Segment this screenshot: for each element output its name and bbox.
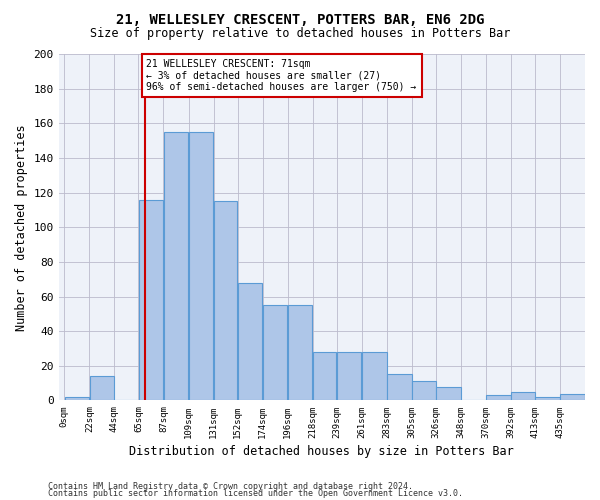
Text: Size of property relative to detached houses in Potters Bar: Size of property relative to detached ho…: [90, 28, 510, 40]
Bar: [189, 132, 214, 400]
Bar: [164, 132, 188, 400]
Bar: [214, 201, 237, 400]
X-axis label: Distribution of detached houses by size in Potters Bar: Distribution of detached houses by size …: [130, 444, 514, 458]
Bar: [288, 305, 313, 400]
Bar: [362, 352, 386, 401]
Bar: [511, 392, 535, 400]
Text: Contains HM Land Registry data © Crown copyright and database right 2024.: Contains HM Land Registry data © Crown c…: [48, 482, 413, 491]
Bar: [486, 395, 511, 400]
Bar: [238, 282, 262, 401]
Bar: [412, 382, 436, 400]
Bar: [560, 394, 585, 400]
Bar: [535, 397, 560, 400]
Bar: [337, 352, 361, 401]
Text: 21 WELLESLEY CRESCENT: 71sqm
← 3% of detached houses are smaller (27)
96% of sem: 21 WELLESLEY CRESCENT: 71sqm ← 3% of det…: [146, 59, 416, 92]
Bar: [436, 386, 461, 400]
Bar: [139, 200, 163, 400]
Bar: [65, 397, 89, 400]
Text: 21, WELLESLEY CRESCENT, POTTERS BAR, EN6 2DG: 21, WELLESLEY CRESCENT, POTTERS BAR, EN6…: [116, 12, 484, 26]
Bar: [387, 374, 412, 400]
Bar: [89, 376, 114, 400]
Text: Contains public sector information licensed under the Open Government Licence v3: Contains public sector information licen…: [48, 490, 463, 498]
Y-axis label: Number of detached properties: Number of detached properties: [15, 124, 28, 330]
Bar: [313, 352, 337, 401]
Bar: [263, 305, 287, 400]
